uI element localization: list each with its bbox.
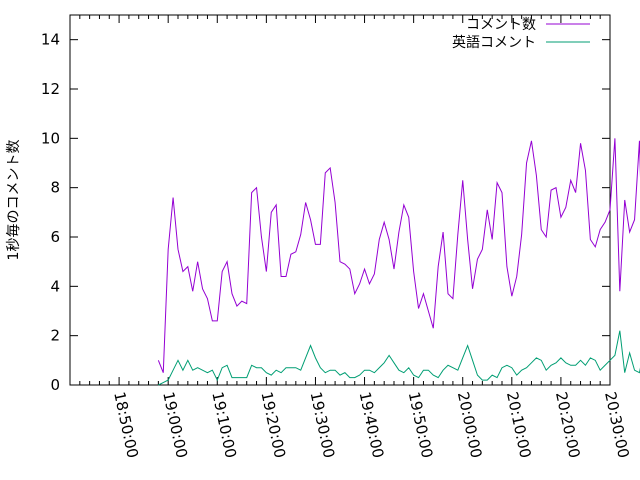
x-tick-label: 19:00:00 [159,390,191,460]
y-tick-label: 6 [50,228,60,246]
x-tick-label: 19:40:00 [356,390,388,460]
x-tick-label: 20:20:00 [552,390,584,460]
y-tick-label: 2 [50,327,60,345]
y-tick-label: 0 [50,376,60,394]
series-line-1 [158,330,640,386]
y-tick-label: 14 [41,31,60,49]
x-tick-label: 18:50:00 [110,390,142,460]
tick-labels: 0 2 4 6 8 10 12 14 18:50:00 19:00:00 19:10:00 19:20… [41,31,633,460]
y-tick-label: 4 [50,277,60,295]
x-tick-label: 20:30:00 [601,390,633,460]
y-tick-label: 10 [41,129,60,147]
legend: コメント数 英語コメント [452,17,590,51]
plot-border [69,14,611,386]
legend-label-comments: コメント数 [466,17,536,33]
x-tick-label: 19:10:00 [208,390,240,460]
y-tick-label: 12 [41,80,60,98]
series-lines [157,138,640,386]
axes [69,14,611,386]
x-tick-label: 19:30:00 [307,390,339,460]
y-tick-label: 8 [50,179,60,197]
series-line-0 [157,138,640,373]
x-tick-label: 20:10:00 [503,390,535,460]
x-tick-label: 19:20:00 [257,390,289,460]
x-tick-label: 19:50:00 [405,390,437,460]
x-tick-label: 20:00:00 [454,390,486,460]
legend-label-english-comments: 英語コメント [452,34,536,51]
y-axis-label: 1秒毎のコメント数 [6,140,22,261]
